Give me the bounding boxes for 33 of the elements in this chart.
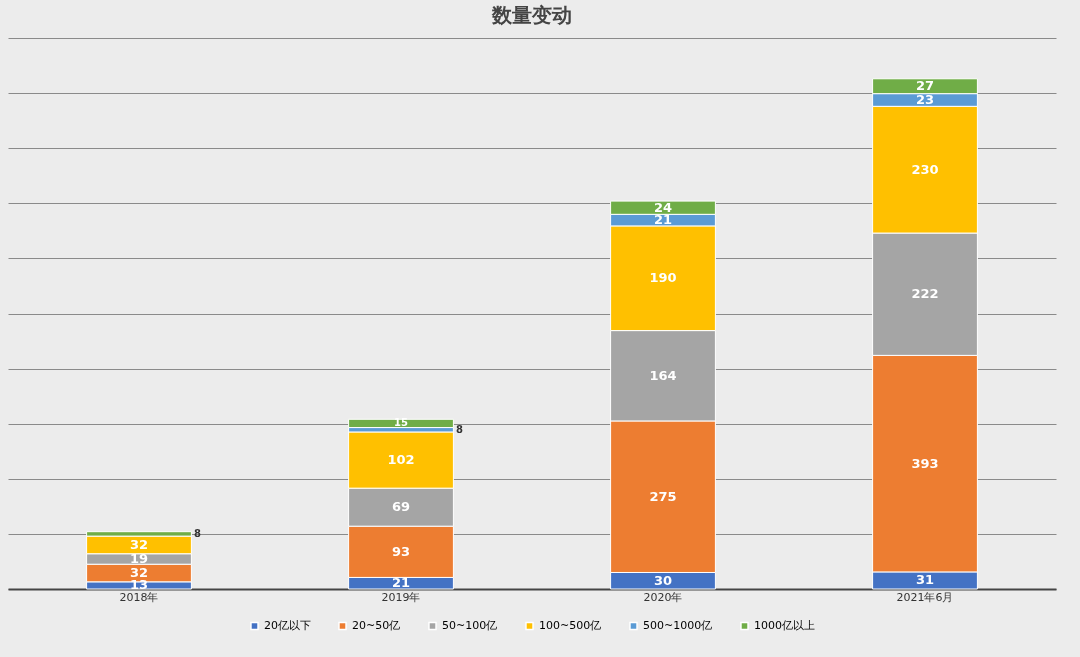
legend-label: 20~50亿 bbox=[352, 618, 401, 632]
x-tick-label: 2019年 bbox=[381, 590, 421, 604]
data-label: 19 bbox=[129, 550, 149, 566]
legend-label: 50~100亿 bbox=[442, 618, 498, 632]
data-label: 164 bbox=[649, 367, 677, 383]
data-label: 21 bbox=[391, 575, 411, 591]
data-label: 24 bbox=[653, 199, 673, 215]
data-label: 230 bbox=[911, 161, 939, 177]
x-tick-label: 2020年 bbox=[643, 590, 683, 604]
x-tick-label: 2018年 bbox=[119, 590, 159, 604]
data-label: 8 bbox=[456, 423, 463, 435]
data-label: 275 bbox=[649, 488, 677, 504]
data-label: 222 bbox=[911, 286, 939, 302]
legend-label: 100~500亿 bbox=[539, 618, 602, 632]
data-label: 23 bbox=[915, 91, 935, 107]
x-tick-label: 2021年6月 bbox=[896, 590, 954, 604]
legend-label: 1000亿以上 bbox=[754, 618, 815, 632]
legend-label: 500~1000亿 bbox=[643, 618, 713, 632]
data-label: 102 bbox=[387, 452, 415, 468]
data-label: 21 bbox=[653, 212, 673, 228]
data-label: 393 bbox=[911, 455, 939, 471]
data-label: 27 bbox=[915, 78, 935, 94]
bar bbox=[348, 418, 454, 429]
data-label: 190 bbox=[649, 270, 677, 286]
data-label: 69 bbox=[391, 499, 411, 515]
legend-label: 20亿以下 bbox=[264, 618, 311, 632]
data-label: 32 bbox=[129, 536, 149, 552]
chart-title: 数量变动 bbox=[491, 3, 572, 27]
data-label: 31 bbox=[915, 572, 935, 588]
data-label: 15 bbox=[394, 417, 408, 429]
data-label: 93 bbox=[391, 543, 411, 559]
data-label: 30 bbox=[653, 572, 673, 588]
data-label: 8 bbox=[194, 527, 201, 539]
